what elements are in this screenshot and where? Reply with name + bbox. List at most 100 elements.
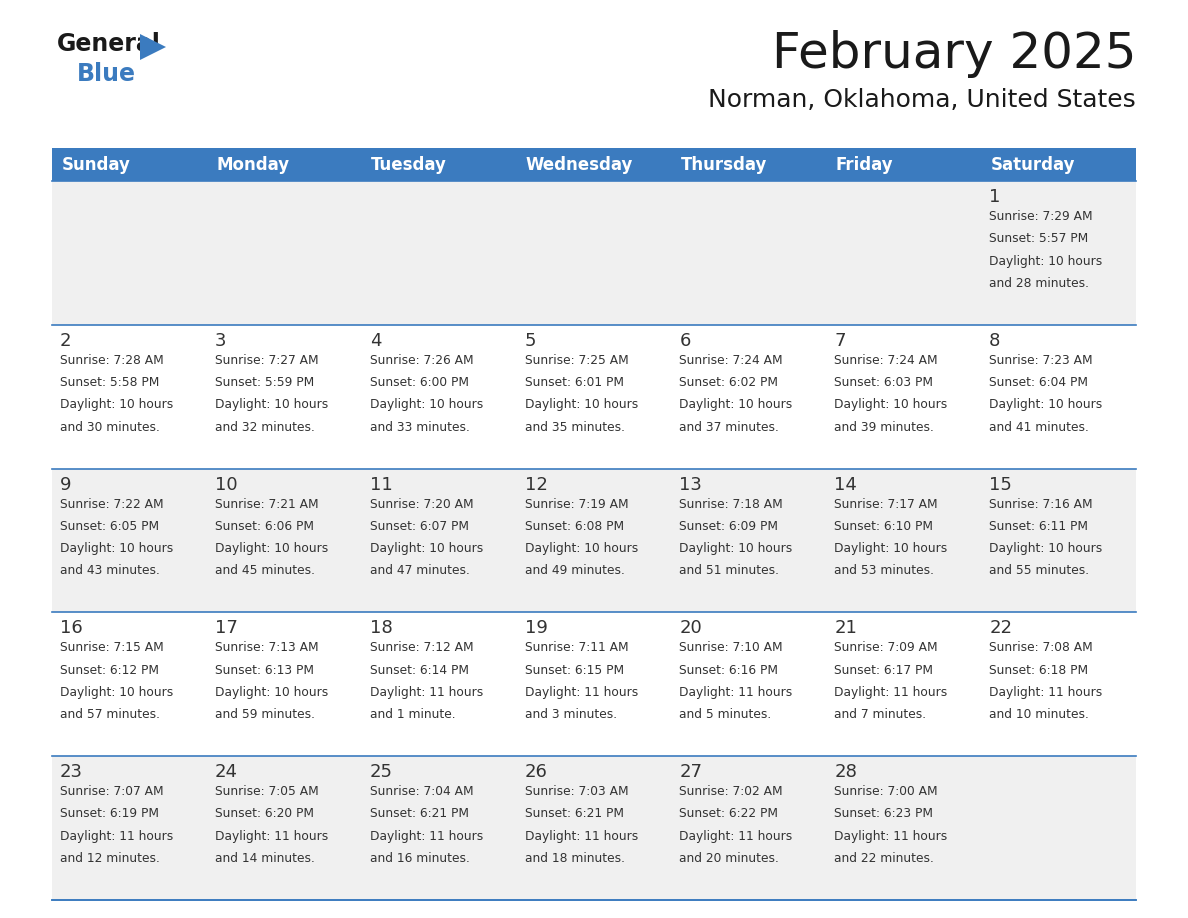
Text: Daylight: 11 hours: Daylight: 11 hours	[369, 830, 484, 843]
Bar	[52, 148, 207, 181]
Text: Daylight: 11 hours: Daylight: 11 hours	[525, 686, 638, 699]
Text: February 2025: February 2025	[771, 30, 1136, 78]
Text: and 16 minutes.: and 16 minutes.	[369, 852, 469, 865]
Text: Sunrise: 7:25 AM: Sunrise: 7:25 AM	[525, 353, 628, 367]
Text: Daylight: 10 hours: Daylight: 10 hours	[834, 398, 948, 411]
Text: Sunset: 6:19 PM: Sunset: 6:19 PM	[61, 808, 159, 821]
Text: Sunset: 5:58 PM: Sunset: 5:58 PM	[61, 376, 159, 389]
Text: Sunset: 6:06 PM: Sunset: 6:06 PM	[215, 520, 314, 532]
Text: Sunrise: 7:05 AM: Sunrise: 7:05 AM	[215, 785, 318, 798]
Text: 18: 18	[369, 620, 392, 637]
Text: 10: 10	[215, 476, 238, 494]
Text: 24: 24	[215, 763, 238, 781]
Text: Daylight: 11 hours: Daylight: 11 hours	[834, 686, 948, 699]
Text: and 32 minutes.: and 32 minutes.	[215, 420, 315, 433]
Bar	[517, 148, 671, 181]
Text: 8: 8	[990, 331, 1000, 350]
Text: Daylight: 10 hours: Daylight: 10 hours	[61, 686, 173, 699]
Text: Tuesday: Tuesday	[371, 155, 447, 174]
Text: 6: 6	[680, 331, 690, 350]
Text: Sunrise: 7:19 AM: Sunrise: 7:19 AM	[525, 498, 628, 510]
Text: 12: 12	[525, 476, 548, 494]
Text: Sunset: 6:23 PM: Sunset: 6:23 PM	[834, 808, 934, 821]
Text: Sunset: 5:59 PM: Sunset: 5:59 PM	[215, 376, 314, 389]
Text: and 5 minutes.: and 5 minutes.	[680, 709, 772, 722]
Text: Sunset: 6:07 PM: Sunset: 6:07 PM	[369, 520, 469, 532]
Text: 25: 25	[369, 763, 393, 781]
Text: Sunrise: 7:11 AM: Sunrise: 7:11 AM	[525, 642, 628, 655]
Text: Sunset: 6:04 PM: Sunset: 6:04 PM	[990, 376, 1088, 389]
Polygon shape	[140, 34, 166, 60]
Text: Sunrise: 7:21 AM: Sunrise: 7:21 AM	[215, 498, 318, 510]
Text: Friday: Friday	[835, 155, 893, 174]
Text: Daylight: 11 hours: Daylight: 11 hours	[215, 830, 328, 843]
Text: Saturday: Saturday	[991, 155, 1075, 174]
Text: 27: 27	[680, 763, 702, 781]
Text: Sunset: 6:05 PM: Sunset: 6:05 PM	[61, 520, 159, 532]
Text: Daylight: 11 hours: Daylight: 11 hours	[525, 830, 638, 843]
Text: Sunrise: 7:03 AM: Sunrise: 7:03 AM	[525, 785, 628, 798]
Text: Sunset: 6:15 PM: Sunset: 6:15 PM	[525, 664, 624, 677]
Text: Thursday: Thursday	[681, 155, 767, 174]
Text: 7: 7	[834, 331, 846, 350]
Text: Sunset: 6:18 PM: Sunset: 6:18 PM	[990, 664, 1088, 677]
Text: Sunrise: 7:02 AM: Sunrise: 7:02 AM	[680, 785, 783, 798]
Text: Daylight: 11 hours: Daylight: 11 hours	[369, 686, 484, 699]
Text: and 59 minutes.: and 59 minutes.	[215, 709, 315, 722]
Text: 19: 19	[525, 620, 548, 637]
Text: Sunset: 6:22 PM: Sunset: 6:22 PM	[680, 808, 778, 821]
Text: Daylight: 11 hours: Daylight: 11 hours	[680, 686, 792, 699]
Text: 21: 21	[834, 620, 858, 637]
Text: 5: 5	[525, 331, 536, 350]
Text: Sunrise: 7:13 AM: Sunrise: 7:13 AM	[215, 642, 318, 655]
Text: 9: 9	[61, 476, 71, 494]
Text: Sunrise: 7:18 AM: Sunrise: 7:18 AM	[680, 498, 783, 510]
Text: Sunset: 6:12 PM: Sunset: 6:12 PM	[61, 664, 159, 677]
Text: Daylight: 10 hours: Daylight: 10 hours	[215, 543, 328, 555]
Text: Sunrise: 7:24 AM: Sunrise: 7:24 AM	[680, 353, 783, 367]
Text: Sunset: 6:01 PM: Sunset: 6:01 PM	[525, 376, 624, 389]
Text: 3: 3	[215, 331, 227, 350]
Bar	[361, 148, 517, 181]
Text: and 1 minute.: and 1 minute.	[369, 709, 455, 722]
Text: Daylight: 10 hours: Daylight: 10 hours	[215, 686, 328, 699]
Text: and 30 minutes.: and 30 minutes.	[61, 420, 160, 433]
Text: 20: 20	[680, 620, 702, 637]
Text: General: General	[57, 32, 160, 56]
Text: Sunset: 5:57 PM: Sunset: 5:57 PM	[990, 232, 1088, 245]
Text: and 39 minutes.: and 39 minutes.	[834, 420, 934, 433]
Bar	[52, 325, 1136, 468]
Text: Daylight: 10 hours: Daylight: 10 hours	[61, 398, 173, 411]
Bar	[671, 148, 827, 181]
Text: Sunrise: 7:23 AM: Sunrise: 7:23 AM	[990, 353, 1093, 367]
Text: and 10 minutes.: and 10 minutes.	[990, 709, 1089, 722]
Text: and 14 minutes.: and 14 minutes.	[215, 852, 315, 865]
Text: and 35 minutes.: and 35 minutes.	[525, 420, 625, 433]
Text: Sunrise: 7:22 AM: Sunrise: 7:22 AM	[61, 498, 164, 510]
Bar	[52, 612, 1136, 756]
Text: Sunrise: 7:04 AM: Sunrise: 7:04 AM	[369, 785, 473, 798]
Text: and 53 minutes.: and 53 minutes.	[834, 565, 934, 577]
Text: Sunset: 6:02 PM: Sunset: 6:02 PM	[680, 376, 778, 389]
Text: and 33 minutes.: and 33 minutes.	[369, 420, 469, 433]
Text: Sunset: 6:20 PM: Sunset: 6:20 PM	[215, 808, 314, 821]
Text: 28: 28	[834, 763, 858, 781]
Text: and 18 minutes.: and 18 minutes.	[525, 852, 625, 865]
Text: and 37 minutes.: and 37 minutes.	[680, 420, 779, 433]
Text: 2: 2	[61, 331, 71, 350]
Text: Sunset: 6:00 PM: Sunset: 6:00 PM	[369, 376, 469, 389]
Text: Daylight: 11 hours: Daylight: 11 hours	[834, 830, 948, 843]
Text: 13: 13	[680, 476, 702, 494]
Text: and 22 minutes.: and 22 minutes.	[834, 852, 934, 865]
Text: Daylight: 10 hours: Daylight: 10 hours	[990, 543, 1102, 555]
Text: and 43 minutes.: and 43 minutes.	[61, 565, 160, 577]
Text: Daylight: 11 hours: Daylight: 11 hours	[61, 830, 173, 843]
Text: and 51 minutes.: and 51 minutes.	[680, 565, 779, 577]
Text: and 12 minutes.: and 12 minutes.	[61, 852, 160, 865]
Text: Daylight: 10 hours: Daylight: 10 hours	[525, 398, 638, 411]
Text: 4: 4	[369, 331, 381, 350]
Text: Sunset: 6:13 PM: Sunset: 6:13 PM	[215, 664, 314, 677]
Text: Daylight: 10 hours: Daylight: 10 hours	[215, 398, 328, 411]
Text: and 55 minutes.: and 55 minutes.	[990, 565, 1089, 577]
Text: Sunrise: 7:17 AM: Sunrise: 7:17 AM	[834, 498, 937, 510]
